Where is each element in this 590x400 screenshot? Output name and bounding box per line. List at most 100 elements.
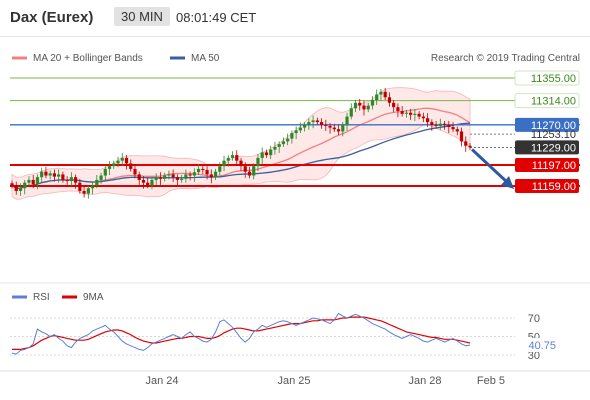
candle-body xyxy=(184,174,188,179)
x-tick-label: Feb 5 xyxy=(477,375,505,387)
candle-body xyxy=(129,163,133,169)
candle-body xyxy=(264,152,269,156)
rsi-line xyxy=(11,312,471,355)
candle-body xyxy=(290,133,294,139)
candle-body xyxy=(167,174,171,176)
candle-body xyxy=(370,100,375,106)
candle-body xyxy=(209,174,213,178)
candle-body xyxy=(294,130,298,134)
candle-body xyxy=(413,113,417,115)
candle-body xyxy=(438,123,442,126)
level-label-resistance: 11314.00 xyxy=(531,96,576,108)
candle-body xyxy=(434,124,438,126)
candle-body xyxy=(273,146,277,150)
ma50-line xyxy=(11,122,471,189)
forecast-arrow-head xyxy=(501,176,514,189)
candle-body xyxy=(358,102,362,106)
candle-body xyxy=(269,149,273,156)
candle-body xyxy=(99,175,103,180)
candle-body xyxy=(404,112,408,114)
candle-body xyxy=(252,166,256,176)
candle-body xyxy=(277,144,281,147)
candle-body xyxy=(188,174,192,176)
level-tag-resistance xyxy=(514,70,580,86)
candle-body xyxy=(430,122,434,125)
ma20-legend-label: MA 20 + Bollinger Bands xyxy=(33,53,143,64)
candle-body xyxy=(256,157,260,167)
candle-body xyxy=(10,183,14,186)
candle-body xyxy=(133,168,137,175)
candle-body xyxy=(141,179,146,183)
candle-body xyxy=(336,129,341,132)
candle-body xyxy=(103,168,107,176)
candle-body xyxy=(90,185,95,189)
candle-body xyxy=(315,120,319,123)
candle-body xyxy=(44,171,48,176)
candle-body xyxy=(243,166,247,172)
candle-body xyxy=(57,174,61,177)
candle-body xyxy=(396,107,400,112)
candle-body xyxy=(375,94,379,101)
candle-body xyxy=(286,138,290,142)
candle-body xyxy=(146,182,150,186)
candle-body xyxy=(400,111,404,114)
candle-body xyxy=(120,157,124,161)
candle-body xyxy=(319,122,324,125)
candle-body xyxy=(230,155,235,158)
forecast-arrow xyxy=(470,148,514,189)
candle-body xyxy=(86,188,90,194)
timestamp: 08:01:49 CET xyxy=(176,10,257,25)
candle-body xyxy=(468,145,472,148)
candle-body xyxy=(14,185,18,191)
candle-body xyxy=(196,168,201,173)
header-divider xyxy=(0,36,590,37)
candle-body xyxy=(349,108,353,117)
candle-body xyxy=(158,177,163,179)
candle-body xyxy=(18,188,23,191)
candle-body xyxy=(421,116,425,119)
candle-body xyxy=(65,179,69,182)
rsi-legend: RSI 9MA xyxy=(12,292,104,303)
level-tag-last xyxy=(515,140,579,155)
candle-body xyxy=(137,174,141,180)
candle-body xyxy=(180,178,184,180)
candle-body xyxy=(40,171,44,178)
candle-body xyxy=(307,122,311,125)
main-legend: MA 20 + Bollinger Bands MA 50 Research ©… xyxy=(12,53,580,64)
candle-body xyxy=(78,182,82,191)
candle-body xyxy=(464,141,468,146)
candle-body xyxy=(260,152,264,158)
rsi-tick-label: 30 xyxy=(528,350,540,362)
candle-body xyxy=(409,112,413,115)
candle-body xyxy=(298,127,302,131)
candle-body xyxy=(107,166,112,169)
candle-body xyxy=(154,177,158,180)
chart-header: Dax (Eurex) 30 MIN 08:01:49 CET xyxy=(0,0,590,36)
bollinger-bands xyxy=(11,87,471,200)
level-label-resistance: 11355.00 xyxy=(531,73,576,85)
timeframe-badge[interactable]: 30 MIN xyxy=(114,7,170,26)
candle-body xyxy=(303,124,307,128)
candle-body xyxy=(379,91,383,95)
candle-body xyxy=(35,177,40,185)
candle-body xyxy=(442,123,447,125)
bollinger-band-area xyxy=(11,87,471,200)
candle-body xyxy=(201,168,205,171)
level-tag-pivot xyxy=(515,117,579,132)
candle-body xyxy=(192,172,196,176)
candle-body xyxy=(392,102,396,108)
level-label-support: 11197.00 xyxy=(532,160,576,172)
level-label-last: 11229.00 xyxy=(531,142,576,154)
rsi-ma-legend-label: 9MA xyxy=(83,292,104,303)
candle-body xyxy=(52,173,57,177)
level-label-ma: 11253.10 xyxy=(531,129,576,141)
candle-body xyxy=(455,129,459,132)
credit-label: Research © 2019 Trading Central xyxy=(431,53,580,64)
candle-body xyxy=(366,105,370,110)
candle-body xyxy=(235,155,239,161)
candle-body xyxy=(31,179,35,185)
candle-body xyxy=(425,118,430,123)
candle-body xyxy=(353,102,358,109)
candle-body xyxy=(218,166,222,172)
candle-body xyxy=(171,174,175,178)
